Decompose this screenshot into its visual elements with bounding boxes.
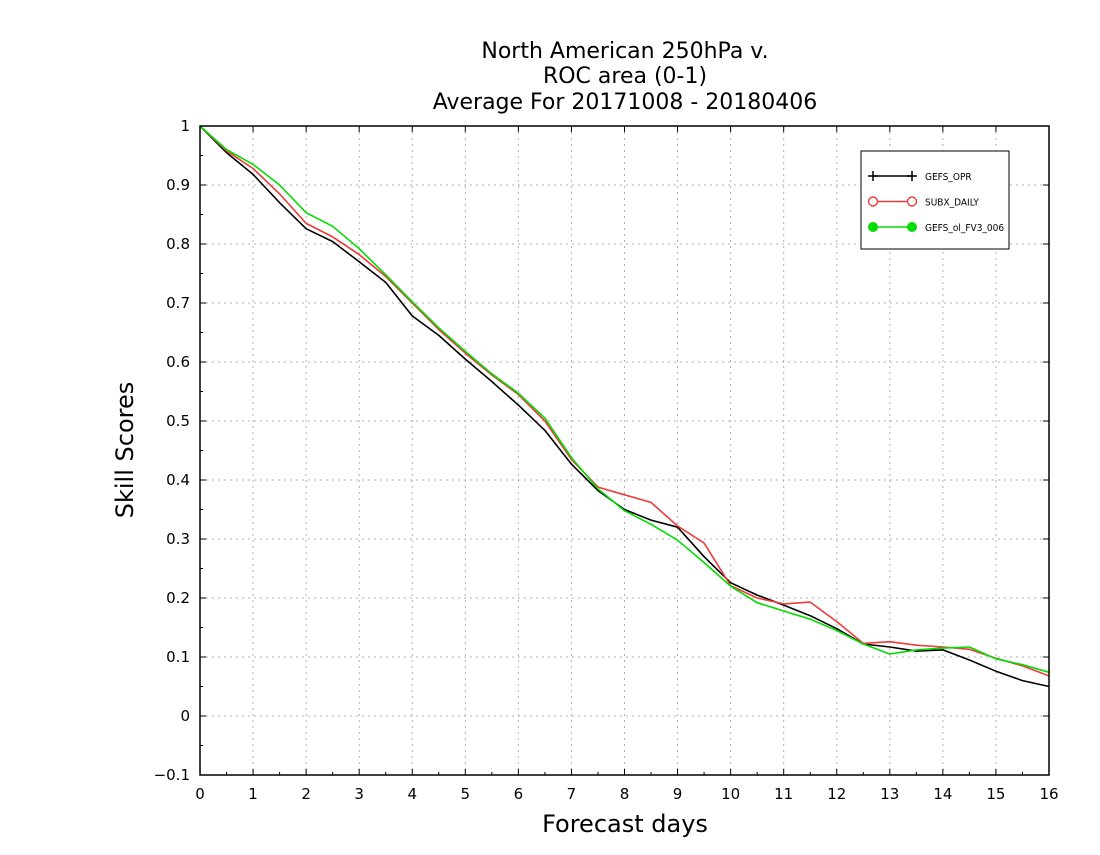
y-axis-label: Skill Scores (111, 382, 139, 519)
x-tick-label: 15 (986, 785, 1005, 803)
grid-layer (200, 126, 1049, 775)
legend-box (860, 150, 1010, 250)
x-tick-label: 11 (774, 785, 793, 803)
x-tick-label: 5 (461, 785, 471, 803)
series-line-gefs-ol-fv3-006 (199, 125, 1050, 674)
series-line-subx-daily (199, 125, 1050, 677)
x-tick-label: 6 (514, 785, 524, 803)
x-tick-label: 8 (620, 785, 630, 803)
series-layer (199, 125, 1050, 688)
y-tick-label: 0.7 (166, 294, 190, 312)
x-tick-label: 9 (673, 785, 683, 803)
x-tick-label: 7 (567, 785, 577, 803)
x-tick-label: 13 (880, 785, 899, 803)
tick-layer: 0 1 2 3 4 5 6 7 8 9 10 11 12 13 14 15 16−0.100.10.20.30.… (154, 117, 1059, 803)
legend-marker (906, 196, 918, 207)
x-tick-label: 3 (354, 785, 364, 803)
y-tick-label: 0.6 (166, 353, 190, 371)
y-tick-label: 0.1 (166, 648, 190, 666)
legend-marker (868, 222, 878, 232)
x-tick-label: 0 (195, 785, 205, 803)
y-tick-label: 0.9 (166, 176, 190, 194)
x-tick-label: 14 (933, 785, 952, 803)
legend-label: GEFS_OPR (925, 172, 972, 183)
y-tick-label: 0 (180, 707, 190, 725)
x-tick-label: 10 (721, 785, 740, 803)
legend-marker (867, 196, 879, 207)
y-tick-label: 0.5 (166, 412, 190, 430)
x-tick-label: 16 (1039, 785, 1058, 803)
x-tick-label: 4 (407, 785, 417, 803)
y-tick-label: −0.1 (154, 766, 190, 784)
y-tick-label: 0.4 (166, 471, 190, 489)
y-tick-label: 0.2 (166, 589, 190, 607)
y-tick-label: 1 (180, 117, 190, 135)
legend-label: SUBX_DAILY (925, 198, 979, 209)
y-tick-label: 0.8 (166, 235, 190, 253)
y-tick-label: 0.3 (166, 530, 190, 548)
x-tick-label: 12 (827, 785, 846, 803)
legend-label: GEFS_ol_FV3_006 (925, 223, 1004, 234)
legend: GEFS_OPR SUBX_DAILY GEFS_ol_FV3_006 (860, 150, 1010, 250)
x-axis-label: Forecast days (542, 810, 708, 838)
chart-title-line-2: ROC area (0-1) (543, 64, 707, 89)
legend-marker (907, 222, 917, 232)
x-tick-label: 2 (301, 785, 311, 803)
x-tick-label: 1 (248, 785, 258, 803)
chart-title-line-3: Average For 20171008 - 20180406 (433, 90, 818, 115)
chart-title-line-1: North American 250hPa v. (481, 39, 768, 64)
series-line-gefs-opr (199, 125, 1050, 688)
